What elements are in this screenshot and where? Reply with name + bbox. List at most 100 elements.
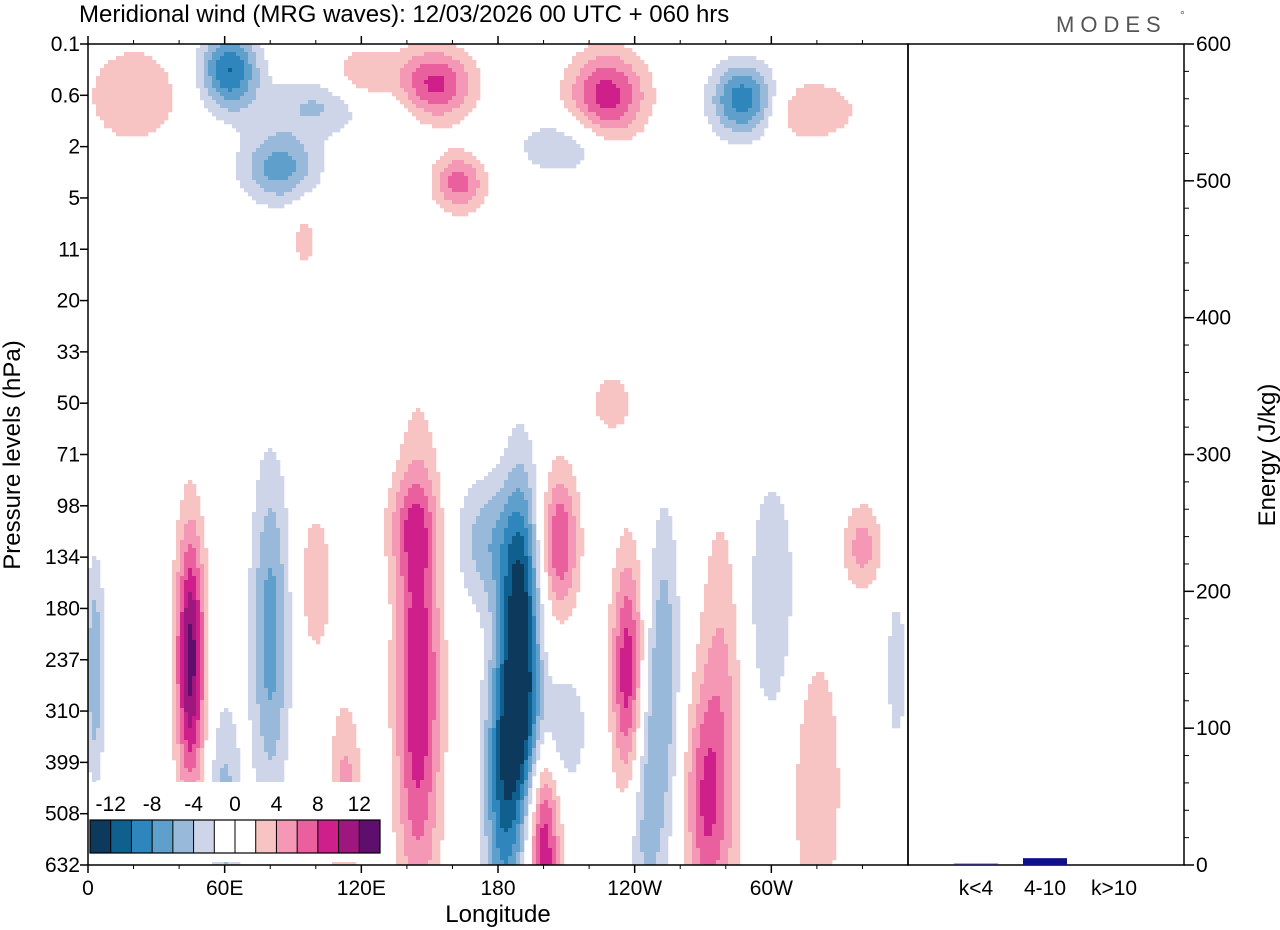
heat-cell: [568, 76, 573, 81]
heat-cell: [552, 560, 557, 565]
heat-cell: [780, 520, 785, 525]
heat-cell: [616, 84, 621, 89]
heat-cell: [252, 180, 257, 185]
heat-cell: [620, 556, 625, 561]
heat-cell: [600, 84, 605, 89]
heat-cell: [532, 148, 537, 153]
heat-cell: [516, 488, 521, 493]
heat-cell: [744, 80, 749, 85]
heat-cell: [640, 88, 645, 93]
heat-cell: [124, 120, 129, 125]
heat-cell: [400, 52, 405, 57]
heat-cell: [628, 92, 633, 97]
heat-cell: [804, 84, 809, 89]
heat-cell: [304, 232, 309, 237]
heat-cell: [588, 124, 593, 129]
heat-cell: [404, 60, 409, 65]
heat-cell: [616, 396, 621, 401]
heat-cell: [260, 516, 265, 521]
heat-cell: [844, 536, 849, 541]
heat-cell: [308, 536, 313, 541]
heat-cell: [356, 84, 361, 89]
heat-cell: [428, 528, 433, 533]
heat-cell: [260, 484, 265, 489]
heat-cell: [396, 60, 401, 65]
heat-cell: [504, 504, 509, 509]
heat-cell: [772, 508, 777, 513]
heat-cell: [240, 172, 245, 177]
heat-cell: [664, 536, 669, 541]
heat-cell: [496, 488, 501, 493]
heat-cell: [868, 516, 873, 521]
heat-cell: [240, 56, 245, 61]
heat-cell: [260, 528, 265, 533]
heat-cell: [652, 100, 657, 105]
heat-cell: [388, 84, 393, 89]
heat-cell: [304, 224, 309, 229]
heat-cell: [240, 112, 245, 117]
heat-cell: [472, 184, 477, 189]
heat-cell: [432, 488, 437, 493]
heat-cell: [180, 508, 185, 513]
heat-cell: [128, 72, 133, 77]
heat-cell: [508, 472, 513, 477]
heat-cell: [400, 484, 405, 489]
heat-cell: [460, 104, 465, 109]
heat-cell: [108, 80, 113, 85]
heat-cell: [480, 544, 485, 549]
heat-cell: [548, 524, 553, 529]
heat-cell: [252, 192, 257, 197]
heat-cell: [464, 76, 469, 81]
heat-cell: [852, 516, 857, 521]
heat-cell: [256, 116, 261, 121]
heat-cell: [448, 76, 453, 81]
heat-cell: [600, 116, 605, 121]
heat-cell: [392, 480, 397, 485]
heat-cell: [428, 500, 433, 505]
heat-cell: [752, 96, 757, 101]
heat-cell: [284, 152, 289, 157]
heat-cell: [312, 124, 317, 129]
heat-cell: [276, 140, 281, 145]
heat-cell: [224, 72, 229, 77]
heat-cell: [772, 536, 777, 541]
heat-cell: [756, 64, 761, 69]
heat-cell: [580, 76, 585, 81]
heat-cell: [268, 128, 273, 133]
heat-cell: [768, 544, 773, 549]
heat-cell: [764, 72, 769, 77]
heat-cell: [96, 560, 101, 565]
heat-cell: [152, 100, 157, 105]
heat-cell: [412, 436, 417, 441]
heat-cell: [188, 524, 193, 529]
heat-cell: [184, 512, 189, 517]
heat-cell: [724, 548, 729, 553]
heat-cell: [612, 100, 617, 105]
heat-cell: [396, 480, 401, 485]
heat-cell: [320, 140, 325, 145]
heat-cell: [592, 56, 597, 61]
heat-cell: [576, 60, 581, 65]
heat-cell: [276, 464, 281, 469]
heat-cell: [196, 84, 201, 89]
heat-cell: [292, 120, 297, 125]
heat-cell: [448, 112, 453, 117]
heat-cell: [464, 60, 469, 65]
heat-cell: [168, 100, 173, 105]
heat-cell: [528, 512, 533, 517]
heat-cell: [364, 72, 369, 77]
heat-cell: [264, 456, 269, 461]
heat-cell: [548, 508, 553, 513]
heat-cell: [184, 564, 189, 569]
heat-cell: [400, 528, 405, 533]
heat-cell: [796, 108, 801, 113]
heat-cell: [328, 116, 333, 121]
heat-cell: [588, 92, 593, 97]
heat-cell: [604, 136, 609, 141]
heat-cell: [556, 144, 561, 149]
heat-cell: [264, 148, 269, 153]
heat-cell: [720, 132, 725, 137]
heat-cell: [236, 72, 241, 77]
heat-cell: [236, 172, 241, 177]
heat-cell: [436, 556, 441, 561]
